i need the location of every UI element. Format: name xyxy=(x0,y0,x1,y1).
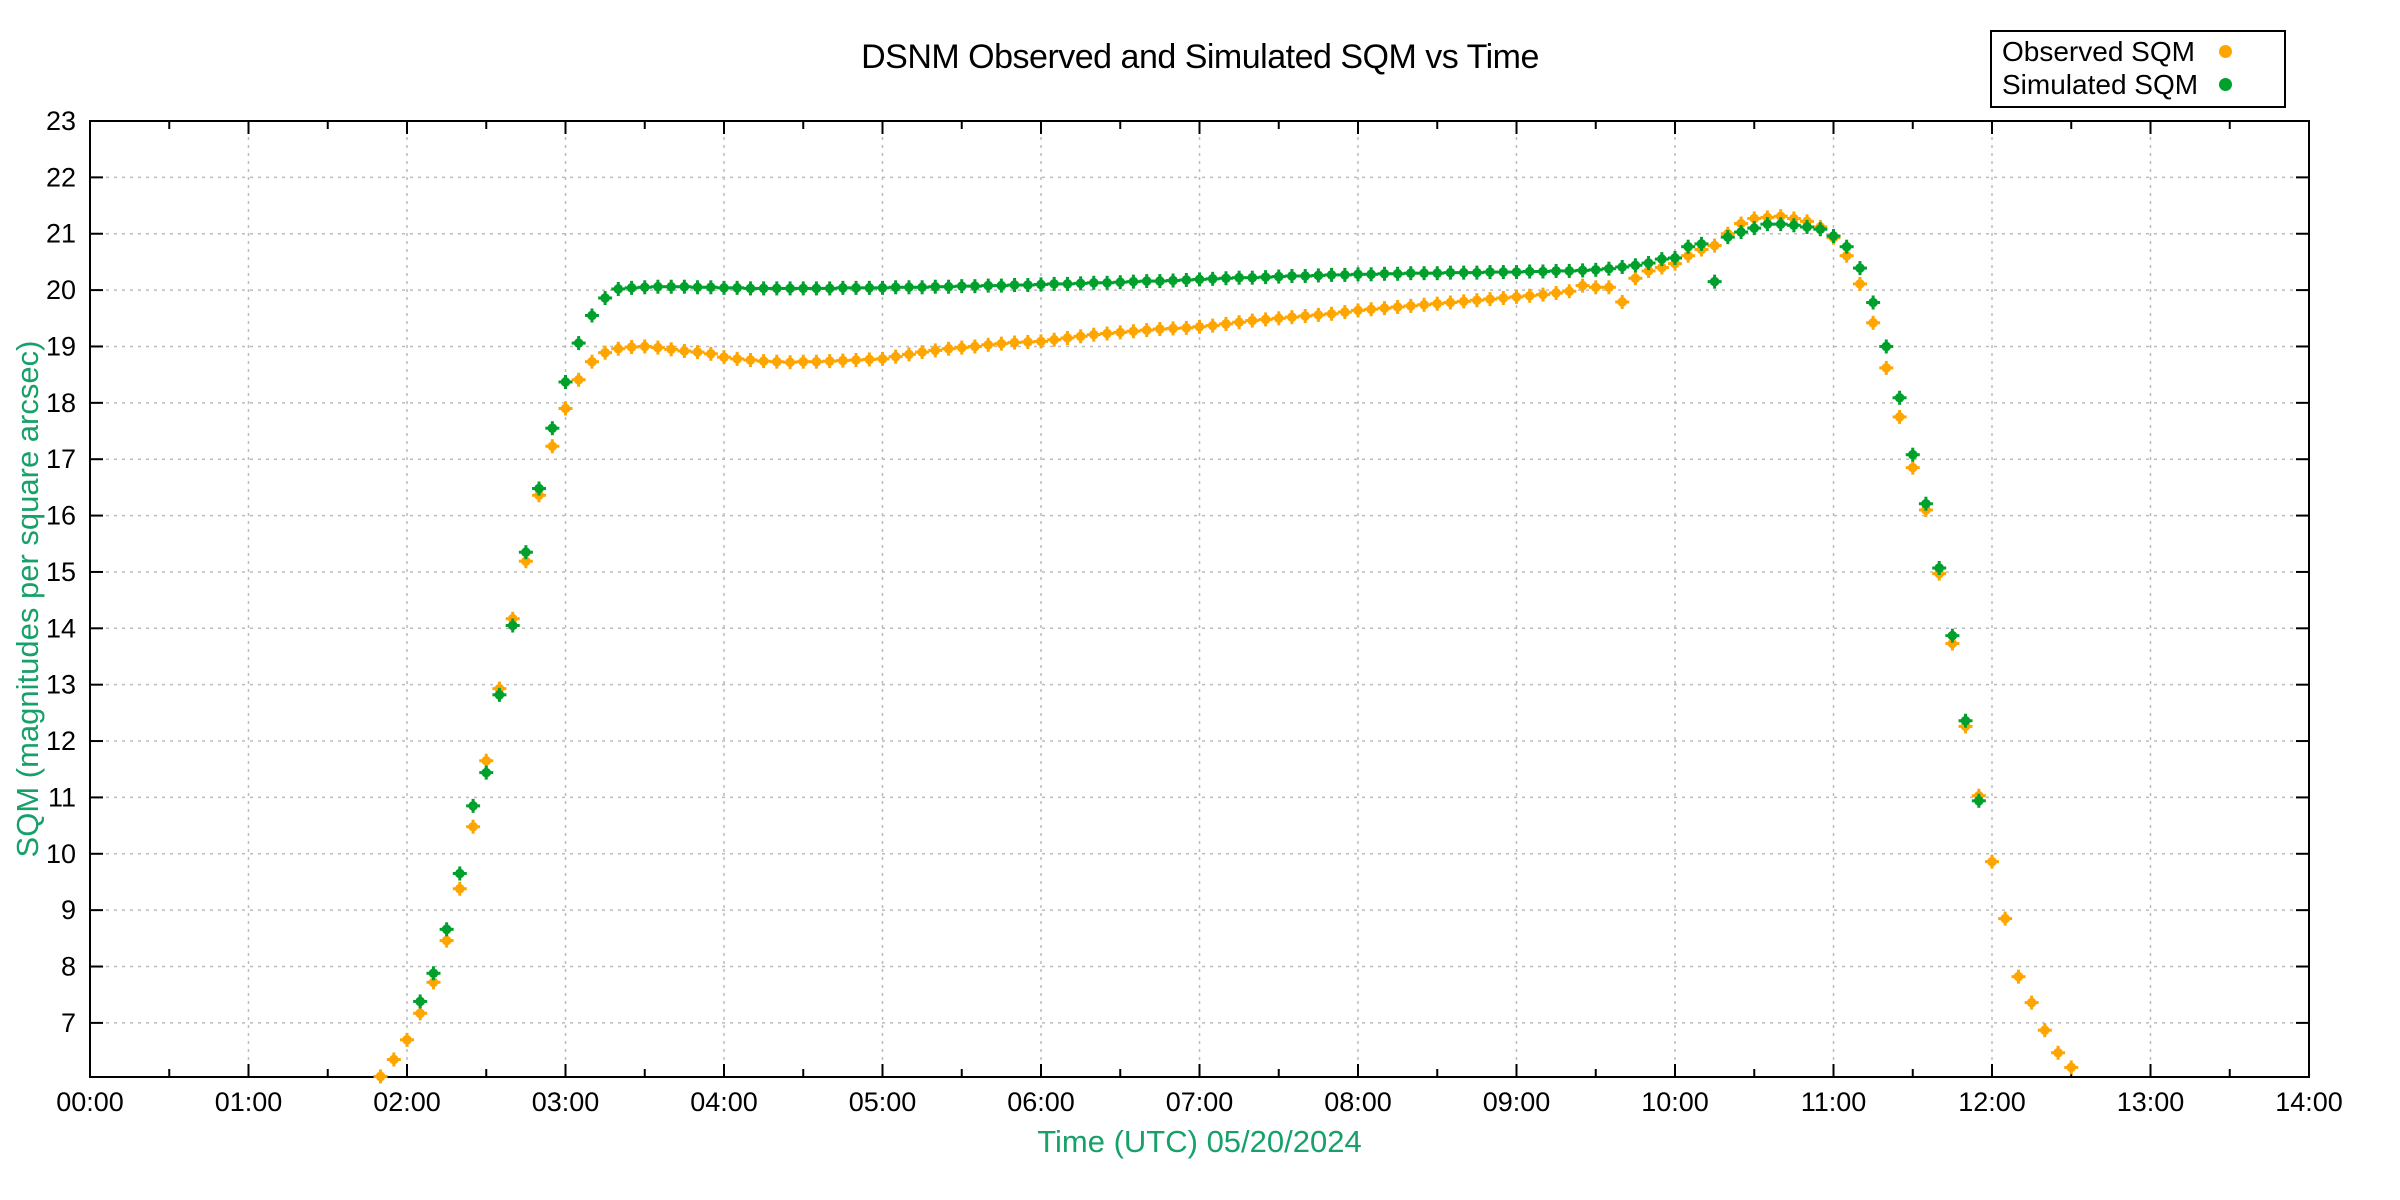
x-tick-label: 07:00 xyxy=(1166,1087,1234,1117)
series-observed xyxy=(373,209,2079,1084)
y-tick-label: 10 xyxy=(46,839,76,869)
y-tick-label: 16 xyxy=(46,501,76,531)
y-tick-labels: 7 8 9 10 11 12 13 14 15 16 17 18 19 20 21 22 23 xyxy=(46,106,76,1038)
tick-marks xyxy=(89,120,2310,1077)
x-tick-label: 04:00 xyxy=(690,1087,758,1117)
x-tick-label: 06:00 xyxy=(1007,1087,1075,1117)
y-tick-label: 17 xyxy=(46,444,76,474)
x-tick-label: 02:00 xyxy=(373,1087,441,1117)
x-tick-label: 13:00 xyxy=(2117,1087,2185,1117)
legend-item-simulated: Simulated SQM xyxy=(2002,68,2274,101)
y-tick-label: 9 xyxy=(61,895,76,925)
y-tick-label: 13 xyxy=(46,670,76,700)
legend-item-observed: Observed SQM xyxy=(2002,35,2274,68)
y-tick-label: 22 xyxy=(46,162,76,192)
x-axis-label: Time (UTC) 05/20/2024 xyxy=(1037,1124,1361,1159)
series-simulated xyxy=(413,217,1986,1009)
y-tick-label: 8 xyxy=(61,952,76,982)
legend-label-simulated: Simulated SQM xyxy=(2002,68,2199,100)
x-tick-label: 12:00 xyxy=(1958,1087,2026,1117)
gridlines xyxy=(90,121,2309,1077)
x-tick-label: 08:00 xyxy=(1324,1087,1392,1117)
y-tick-label: 18 xyxy=(46,388,76,418)
y-tick-label: 23 xyxy=(46,106,76,136)
observed-sqm-marker-icon xyxy=(2219,45,2232,58)
x-tick-labels: 00:00 01:00 02:00 03:00 04:00 05:00 06:00 07:00… xyxy=(56,1087,2343,1117)
y-tick-label: 7 xyxy=(61,1008,76,1038)
y-tick-label: 20 xyxy=(46,275,76,305)
x-tick-label: 00:00 xyxy=(56,1087,124,1117)
simulated-sqm-marker-icon xyxy=(2219,78,2232,91)
x-tick-label: 09:00 xyxy=(1483,1087,1551,1117)
y-tick-label: 14 xyxy=(46,613,76,643)
legend-label-observed: Observed SQM xyxy=(2002,35,2195,67)
y-tick-label: 15 xyxy=(46,557,76,587)
x-tick-label: 03:00 xyxy=(532,1087,600,1117)
y-tick-label: 21 xyxy=(46,219,76,249)
x-tick-label: 05:00 xyxy=(849,1087,917,1117)
plot-border xyxy=(89,120,2310,1078)
y-tick-label: 19 xyxy=(46,331,76,361)
x-tick-label: 14:00 xyxy=(2275,1087,2343,1117)
x-tick-label: 10:00 xyxy=(1641,1087,1709,1117)
y-axis-label: SQM (magnitudes per square arcsec) xyxy=(10,341,45,858)
y-tick-label: 11 xyxy=(48,782,76,812)
legend: Observed SQM Simulated SQM xyxy=(1990,30,2286,108)
x-tick-label: 01:00 xyxy=(215,1087,283,1117)
y-tick-label: 12 xyxy=(46,726,76,756)
x-tick-label: 11:00 xyxy=(1801,1087,1867,1117)
chart-title: DSNM Observed and Simulated SQM vs Time xyxy=(861,38,1539,76)
